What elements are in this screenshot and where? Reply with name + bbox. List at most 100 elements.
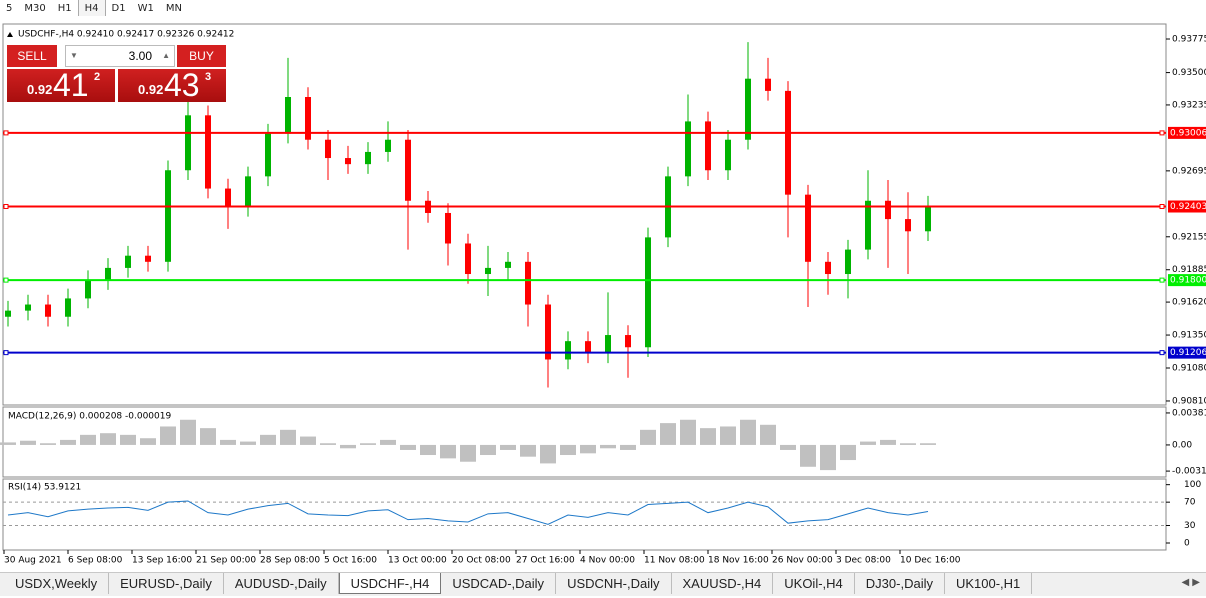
rsi-panel xyxy=(2,478,1167,551)
candle-body xyxy=(265,133,271,177)
macd-bar xyxy=(380,439,396,445)
chart-tab[interactable]: UK100-,H1 xyxy=(945,573,1033,594)
timeframe-button[interactable]: D1 xyxy=(111,3,126,14)
level-handle xyxy=(3,204,9,210)
candle-body xyxy=(685,121,691,177)
macd-bar xyxy=(820,444,836,471)
chart-tab[interactable]: USDX,Weekly xyxy=(4,573,110,594)
level-handle xyxy=(1159,277,1165,283)
candle-body xyxy=(445,212,451,244)
chart-tab[interactable]: AUDUSD-,Daily xyxy=(224,573,339,594)
macd-bar xyxy=(640,429,656,445)
timeframe-toolbar: 5 M30 H1 H4 D1 W1 MN xyxy=(0,0,182,19)
ask-price[interactable]: 0.92 43 3 xyxy=(118,67,226,103)
timeframe-button[interactable]: H1 xyxy=(57,3,72,14)
chart-tab[interactable]: XAUUSD-,H4 xyxy=(672,573,774,594)
bid-sup: 2 xyxy=(94,71,101,83)
macd-bar xyxy=(180,419,196,445)
y-tick-label: 0.91080 xyxy=(1172,364,1206,374)
macd-bar xyxy=(680,419,696,445)
macd-bar xyxy=(500,444,516,450)
candle-body xyxy=(365,151,371,165)
bid-price[interactable]: 0.92 41 2 xyxy=(7,67,115,103)
macd-bar xyxy=(260,434,276,445)
y-tick-label: 0.91885 xyxy=(1172,265,1206,275)
candle-body xyxy=(645,237,651,348)
level-label: 0.93006 xyxy=(1170,128,1206,138)
candle-body xyxy=(85,280,91,299)
x-tick-label: 18 Nov 16:00 xyxy=(708,556,769,566)
candle-body xyxy=(405,139,411,201)
rsi-tick-label: 100 xyxy=(1184,480,1201,490)
macd-bar xyxy=(60,439,76,445)
macd-bar xyxy=(660,423,676,445)
y-tick-label: 0.91350 xyxy=(1172,331,1206,341)
chart-tab[interactable]: UKOil-,H4 xyxy=(773,573,855,594)
x-tick-label: 6 Sep 08:00 xyxy=(68,556,123,566)
candle-body xyxy=(905,219,911,232)
macd-bar xyxy=(600,444,616,449)
chart-area: USDCHF-,H4 0.92410 0.92417 0.92326 0.924… xyxy=(0,23,1206,566)
candle-body xyxy=(745,78,751,140)
candle-body xyxy=(105,267,111,281)
chart-tab[interactable]: USDCNH-,Daily xyxy=(556,573,672,594)
macd-bar xyxy=(700,428,716,445)
macd-bar xyxy=(320,443,336,445)
macd-bar xyxy=(860,441,876,445)
chart-tab[interactable]: USDCAD-,Daily xyxy=(441,573,557,594)
tab-scroll[interactable]: ◀ ▶ xyxy=(1181,577,1200,588)
down-arrow[interactable]: ▼ xyxy=(70,51,78,60)
one-click-trading: SELL ▼ 3.00 ▲ BUY 0.92 41 2 0.92 43 3 xyxy=(7,45,226,103)
level-handle xyxy=(1159,204,1165,210)
candle-body xyxy=(625,335,631,348)
candle-body xyxy=(525,261,531,305)
rsi-tick-label: 70 xyxy=(1184,498,1196,508)
macd-bar xyxy=(200,428,216,445)
level-handle xyxy=(3,130,9,136)
candle-body xyxy=(545,304,551,360)
chart-tab[interactable]: DJ30-,Daily xyxy=(855,573,945,594)
candle-body xyxy=(765,78,771,91)
level-label: 0.92403 xyxy=(1170,202,1206,212)
candle-body xyxy=(505,261,511,268)
rsi-tick-label: 30 xyxy=(1184,521,1196,531)
candle-body xyxy=(145,255,151,262)
candle-body xyxy=(345,158,351,165)
candle-body xyxy=(465,243,471,275)
level-label: 0.91800 xyxy=(1170,276,1206,286)
candle-body xyxy=(385,139,391,152)
x-tick-label: 11 Nov 08:00 xyxy=(644,556,705,566)
timeframe-button[interactable]: H4 xyxy=(77,0,106,16)
timeframe-button[interactable]: W1 xyxy=(137,3,154,14)
macd-bar xyxy=(80,434,96,445)
candle-body xyxy=(245,176,251,207)
x-tick-label: 20 Oct 08:00 xyxy=(452,556,511,566)
macd-bar xyxy=(740,419,756,445)
timeframe-button[interactable]: 5 xyxy=(6,3,13,14)
x-tick-label: 26 Nov 00:00 xyxy=(772,556,833,566)
up-arrow[interactable]: ▲ xyxy=(162,51,170,60)
macd-bar xyxy=(300,436,316,445)
macd-panel xyxy=(2,406,1167,478)
macd-bar xyxy=(0,442,16,445)
buy-button[interactable]: BUY xyxy=(177,45,226,67)
macd-bar xyxy=(460,444,476,462)
candle-body xyxy=(785,90,791,195)
ask-big: 43 xyxy=(164,67,200,103)
chart-tab[interactable]: USDCHF-,H4 xyxy=(338,573,442,594)
macd-bar xyxy=(420,444,436,456)
sell-button[interactable]: SELL xyxy=(7,45,57,67)
macd-bar xyxy=(760,424,776,445)
timeframe-button[interactable]: MN xyxy=(165,3,182,14)
macd-bar xyxy=(580,444,596,454)
level-label-bg xyxy=(1168,126,1206,139)
macd-bar xyxy=(220,439,236,445)
collapse-icon[interactable] xyxy=(7,32,13,37)
x-tick-label: 5 Oct 16:00 xyxy=(324,556,377,566)
timeframe-button[interactable]: M30 xyxy=(24,3,46,14)
x-tick-label: 13 Sep 16:00 xyxy=(132,556,192,566)
macd-tick-label: 0.003811 xyxy=(1172,408,1206,418)
chart-tab[interactable]: EURUSD-,Daily xyxy=(109,573,224,594)
x-tick-label: 4 Nov 00:00 xyxy=(580,556,635,566)
lots-input[interactable]: ▼ 3.00 ▲ xyxy=(65,45,175,67)
